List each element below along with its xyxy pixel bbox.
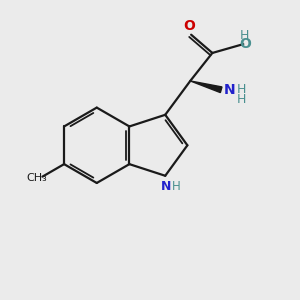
Text: H: H	[172, 181, 181, 194]
Polygon shape	[190, 81, 222, 93]
Text: H: H	[240, 29, 249, 42]
Text: N: N	[224, 83, 236, 97]
Text: CH₃: CH₃	[27, 173, 47, 183]
Text: N: N	[160, 181, 171, 194]
Text: O: O	[239, 37, 251, 51]
Text: O: O	[184, 20, 196, 34]
Text: H: H	[236, 93, 246, 106]
Text: H: H	[236, 83, 246, 96]
